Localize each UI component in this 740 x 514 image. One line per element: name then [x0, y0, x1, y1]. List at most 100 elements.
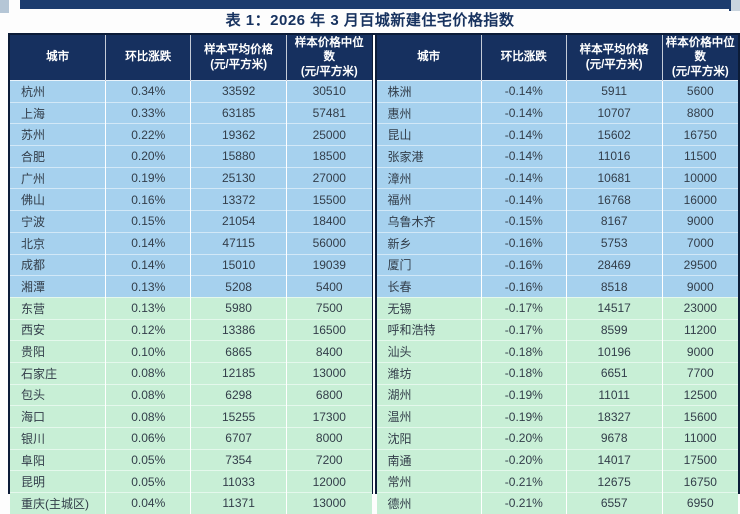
avg-price-cell: 11033: [190, 470, 287, 493]
median-price-cell: 11000: [661, 427, 738, 450]
table-body-left: 杭州 0.34% 33592 30510 上海 0.33% 63185 57481 苏州 0.22…: [10, 80, 372, 514]
median-price-cell: 11200: [661, 318, 738, 341]
city-cell: 杭州: [10, 80, 106, 103]
mom-change-cell: 0.05%: [105, 470, 191, 493]
city-cell: 德州: [376, 492, 482, 514]
city-cell: 湖州: [376, 383, 482, 406]
avg-price-cell: 11016: [565, 145, 663, 168]
median-price-cell: 29500: [661, 253, 738, 276]
mom-change-cell: -0.14%: [480, 80, 567, 103]
table-header-left: 城市 环比涨跌 样本平均价格 (元/平方米) 样本价格中位数 (元/平方米): [10, 35, 372, 81]
mom-change-header: 环比涨跌: [105, 35, 191, 81]
median-price-cell: 18400: [286, 210, 372, 233]
price-table-left-panel: 城市 环比涨跌 样本平均价格 (元/平方米) 样本价格中位数 (元/平方米) 杭州 0.34…: [10, 35, 373, 514]
median-price-cell: 7200: [286, 448, 372, 471]
table-row: 福州 -0.14% 16768 16000: [376, 188, 738, 211]
table-row: 广州 0.19% 25130 27000: [10, 166, 372, 189]
table-row: 乌鲁木齐 -0.15% 8167 9000: [376, 210, 738, 233]
mom-change-cell: -0.14%: [480, 188, 567, 211]
city-cell: 厦门: [376, 253, 482, 276]
table-row: 成都 0.14% 15010 19039: [10, 253, 372, 276]
table-row: 温州 -0.19% 18327 15600: [376, 405, 738, 428]
median-price-cell: 56000: [286, 231, 372, 254]
median-price-cell: 9000: [661, 210, 738, 233]
table-row: 北京 0.14% 47115 56000: [10, 231, 372, 254]
table-row: 昆明 0.05% 11033 12000: [10, 470, 372, 493]
mom-change-cell: 0.16%: [105, 188, 191, 211]
city-cell: 银川: [10, 427, 106, 450]
city-cell: 株洲: [376, 80, 482, 103]
mom-change-cell: 0.19%: [105, 166, 191, 189]
table-row: 惠州 -0.14% 10707 8800: [376, 101, 738, 124]
city-cell: 汕头: [376, 340, 482, 363]
median-price-cell: 12500: [661, 383, 738, 406]
mom-change-cell: -0.21%: [480, 470, 567, 493]
avg-price-cell: 14017: [565, 448, 663, 471]
mom-change-header: 环比涨跌: [480, 35, 567, 81]
avg-price-cell: 10681: [565, 166, 663, 189]
mom-change-cell: -0.14%: [480, 101, 567, 124]
mom-change-cell: 0.13%: [105, 296, 191, 320]
city-cell: 乌鲁木齐: [376, 210, 482, 233]
mom-change-cell: -0.16%: [480, 275, 567, 298]
table-body-right: 株洲 -0.14% 5911 5600 惠州 -0.14% 10707 8800 昆山 -0.14…: [376, 80, 738, 514]
city-cell: 海口: [10, 405, 106, 428]
city-cell: 湘潭: [10, 275, 106, 298]
table-row: 张家港 -0.14% 11016 11500: [376, 145, 738, 168]
avg-price-cell: 9678: [565, 427, 663, 450]
avg-price-cell: 6651: [565, 361, 663, 385]
city-cell: 宁波: [10, 210, 106, 233]
median-price-cell: 17300: [286, 405, 372, 428]
table-row: 杭州 0.34% 33592 30510: [10, 80, 372, 103]
table-header-right: 城市 环比涨跌 样本平均价格 (元/平方米) 样本价格中位数 (元/平方米): [376, 35, 738, 81]
mom-change-cell: -0.17%: [480, 318, 567, 341]
city-cell: 阜阳: [10, 448, 106, 471]
mom-change-cell: 0.05%: [105, 448, 191, 471]
median-price-cell: 16500: [286, 318, 372, 341]
avg-price-cell: 14517: [565, 296, 663, 320]
median-price-cell: 12000: [286, 470, 372, 493]
avg-price-cell: 13386: [190, 318, 287, 341]
median-price-cell: 16750: [661, 123, 738, 146]
table-row: 德州 -0.21% 6557 6950: [376, 492, 738, 514]
city-cell: 无锡: [376, 296, 482, 320]
city-cell: 西安: [10, 318, 106, 341]
table-row: 株洲 -0.14% 5911 5600: [376, 80, 738, 103]
city-header: 城市: [10, 35, 106, 81]
mom-change-cell: -0.19%: [480, 383, 567, 406]
mom-change-cell: 0.14%: [105, 253, 191, 276]
avg-price-cell: 6557: [565, 492, 663, 514]
avg-price-cell: 8599: [565, 318, 663, 341]
avg-price-cell: 5208: [190, 275, 287, 298]
avg-price-cell: 11371: [190, 492, 287, 514]
table-row: 重庆(主城区) 0.04% 11371 13000: [10, 492, 372, 514]
table-row: 石家庄 0.08% 12185 13000: [10, 361, 372, 385]
mom-change-cell: 0.14%: [105, 231, 191, 254]
mom-change-cell: 0.33%: [105, 101, 191, 124]
city-cell: 北京: [10, 231, 106, 254]
median-price-cell: 15500: [286, 188, 372, 211]
table-row: 呼和浩特 -0.17% 8599 11200: [376, 318, 738, 341]
avg-price-cell: 5753: [565, 231, 663, 254]
median-price-cell: 30510: [286, 80, 372, 103]
top-right-corner-decoration: [729, 0, 740, 11]
median-price-cell: 15600: [661, 405, 738, 428]
mom-change-cell: -0.14%: [480, 123, 567, 146]
city-cell: 佛山: [10, 188, 106, 211]
median-price-cell: 10000: [661, 166, 738, 189]
median-price-cell: 17500: [661, 448, 738, 471]
city-cell: 南通: [376, 448, 482, 471]
median-price-cell: 6950: [661, 492, 738, 514]
mom-change-cell: -0.19%: [480, 405, 567, 428]
table-row: 湘潭 0.13% 5208 5400: [10, 275, 372, 298]
city-cell: 东营: [10, 296, 106, 320]
mom-change-cell: 0.08%: [105, 405, 191, 428]
avg-price-cell: 6707: [190, 427, 287, 450]
table-row: 无锡 -0.17% 14517 23000: [376, 296, 738, 320]
mom-change-cell: -0.16%: [480, 253, 567, 276]
median-price-cell: 9000: [661, 340, 738, 363]
table-row: 汕头 -0.18% 10196 9000: [376, 340, 738, 363]
avg-price-cell: 16768: [565, 188, 663, 211]
avg-price-cell: 15602: [565, 123, 663, 146]
table-row: 沈阳 -0.20% 9678 11000: [376, 427, 738, 450]
